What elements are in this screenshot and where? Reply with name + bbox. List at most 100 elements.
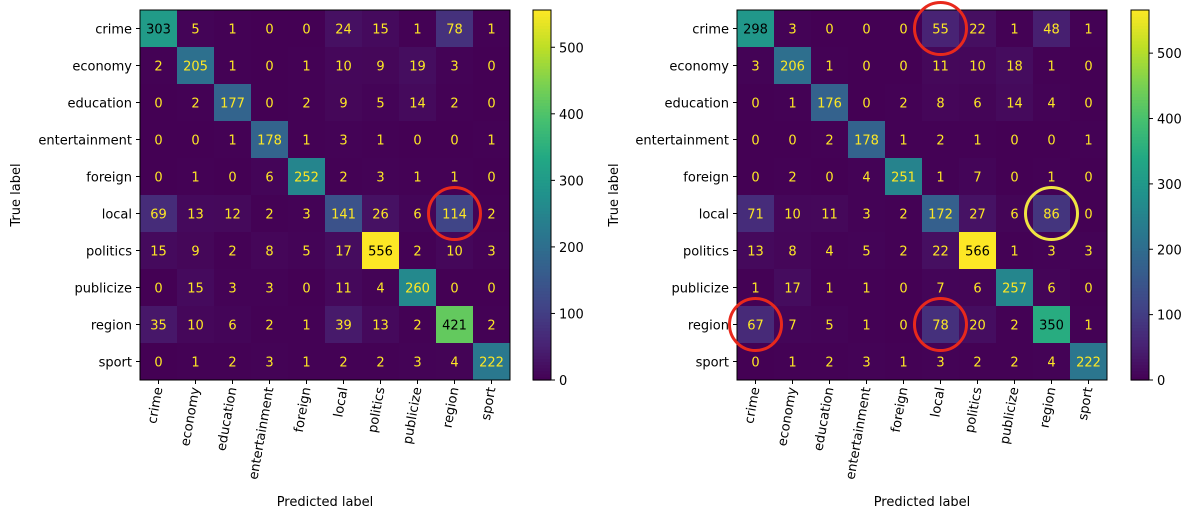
cell-value-r1-c3: 0 xyxy=(265,60,273,75)
colorbar-step xyxy=(533,235,551,239)
colorbar-tick-label-0: 0 xyxy=(1157,374,1165,389)
colorbar-frame xyxy=(532,9,552,381)
cell-value-r8-c6: 13 xyxy=(372,319,389,334)
colorbar-step xyxy=(533,136,551,141)
cell-value-r1-c6: 10 xyxy=(969,60,986,75)
colorbar-step xyxy=(1131,275,1149,279)
colorbar-step xyxy=(533,161,551,165)
colorbar-step xyxy=(1131,133,1149,138)
cell-value-r9-c5: 3 xyxy=(936,356,944,371)
colorbar-step xyxy=(1131,321,1149,326)
cell-value-r0-c2: 0 xyxy=(825,23,833,38)
y-tick-label-entertainment: entertainment xyxy=(38,134,132,149)
y-tick-label-sport: sport xyxy=(696,356,729,371)
colorbar-step xyxy=(1131,34,1149,39)
colorbar-step xyxy=(1131,213,1149,218)
cell-value-r4-c3: 6 xyxy=(265,171,273,186)
highlight-circles xyxy=(728,1,1079,352)
cell-value-r3-c5: 3 xyxy=(339,134,347,149)
colorbar-step xyxy=(533,10,551,14)
colorbar-step xyxy=(533,241,551,245)
y-axis-label: True label xyxy=(607,163,622,227)
cell-value-r5-c3: 2 xyxy=(265,208,273,223)
cell-value-r7-c7: 260 xyxy=(405,282,430,297)
colorbar-step xyxy=(1131,16,1149,20)
cell-r1-c0 xyxy=(737,47,775,85)
cell-value-r0-c7: 1 xyxy=(413,23,421,38)
colorbar-step xyxy=(533,127,551,131)
colorbar-step xyxy=(533,253,551,258)
cell-value-r3-c0: 0 xyxy=(751,134,759,149)
colorbar-tick-label-200: 200 xyxy=(1157,243,1182,258)
cell-r2-c9 xyxy=(473,84,511,122)
cell-value-r5-c8: 114 xyxy=(442,208,467,223)
cell-r3-c6 xyxy=(959,121,997,159)
cell-r5-c4 xyxy=(288,195,326,233)
cell-value-r5-c6: 26 xyxy=(372,208,389,223)
cell-r4-c0 xyxy=(737,158,775,196)
cell-value-r4-c4: 251 xyxy=(891,171,916,186)
x-tick-label-economy: economy xyxy=(775,386,800,448)
x-tick-label-foreign: foreign xyxy=(292,386,315,434)
cell-value-r6-c9: 3 xyxy=(1084,245,1092,260)
cell-r2-c8 xyxy=(436,84,474,122)
cell-r3-c3 xyxy=(848,121,886,159)
colorbar-step xyxy=(533,324,551,329)
colorbar-step xyxy=(1131,68,1149,73)
cell-value-r2-c9: 0 xyxy=(1084,97,1092,112)
y-tick-label-publicize: publicize xyxy=(671,282,729,297)
cell-r6-c0 xyxy=(140,232,178,270)
cell-value-r7-c8: 0 xyxy=(450,282,458,297)
highlight-circle-3 xyxy=(913,297,968,352)
y-tick-label-local: local xyxy=(699,208,729,223)
cell-value-r0-c1: 5 xyxy=(191,23,199,38)
colorbar-step xyxy=(533,336,551,341)
cell-value-r3-c9: 1 xyxy=(487,134,495,149)
cell-value-r0-c9: 1 xyxy=(1084,23,1092,38)
cell-r5-c6 xyxy=(959,195,997,233)
cell-r7-c8 xyxy=(1033,269,1071,307)
cell-r5-c5 xyxy=(325,195,363,233)
cell-value-r4-c7: 0 xyxy=(1010,171,1018,186)
colorbar-step xyxy=(1131,191,1149,196)
cell-value-r4-c8: 1 xyxy=(1047,171,1055,186)
colorbar-step xyxy=(1131,287,1149,292)
x-axis-label: Predicted label xyxy=(874,495,971,510)
cell-value-r3-c0: 0 xyxy=(154,134,162,149)
colorbar-step xyxy=(533,93,551,97)
cell-value-r9-c2: 2 xyxy=(228,356,236,371)
cell-value-r7-c3: 1 xyxy=(862,282,870,297)
x-tick-label-region: region xyxy=(441,386,463,429)
cell-r5-c0 xyxy=(737,195,775,233)
cell-r8-c9 xyxy=(473,306,511,344)
cell-value-r8-c3: 2 xyxy=(265,319,273,334)
colorbar-step xyxy=(1131,145,1149,150)
cell-value-r0-c4: 0 xyxy=(302,23,310,38)
cell-value-r2-c5: 9 xyxy=(339,97,347,112)
cell-value-r5-c9: 2 xyxy=(487,208,495,223)
cell-r8-c6 xyxy=(362,306,400,344)
colorbar-step xyxy=(533,47,551,51)
cell-value-r4-c3: 4 xyxy=(862,171,870,186)
colorbar-step xyxy=(1131,176,1149,181)
colorbar-step xyxy=(1131,136,1149,141)
colorbar-step xyxy=(533,256,551,261)
cell-r1-c1 xyxy=(177,47,215,85)
cell-value-r9-c7: 3 xyxy=(413,356,421,371)
colorbar-step xyxy=(533,121,551,125)
colorbar-step xyxy=(533,265,551,270)
cell-value-r6-c8: 10 xyxy=(446,245,463,260)
cell-r0-c0 xyxy=(737,10,775,48)
colorbar-step xyxy=(1131,50,1149,54)
highlight-circles xyxy=(427,186,482,241)
colorbar-tick-label-300: 300 xyxy=(559,174,584,189)
cell-value-r7-c6: 4 xyxy=(376,282,384,297)
x-tick-label-sport: sport xyxy=(479,386,500,422)
cell-r6-c0 xyxy=(737,232,775,270)
x-tick-labels: crime economy education entertainment foreig… xyxy=(145,380,499,481)
colorbar-step xyxy=(533,269,551,273)
cell-r9-c3 xyxy=(251,343,289,381)
cell-value-r1-c9: 0 xyxy=(487,60,495,75)
colorbar-step xyxy=(1131,195,1149,199)
cell-value-r2-c0: 0 xyxy=(751,97,759,112)
